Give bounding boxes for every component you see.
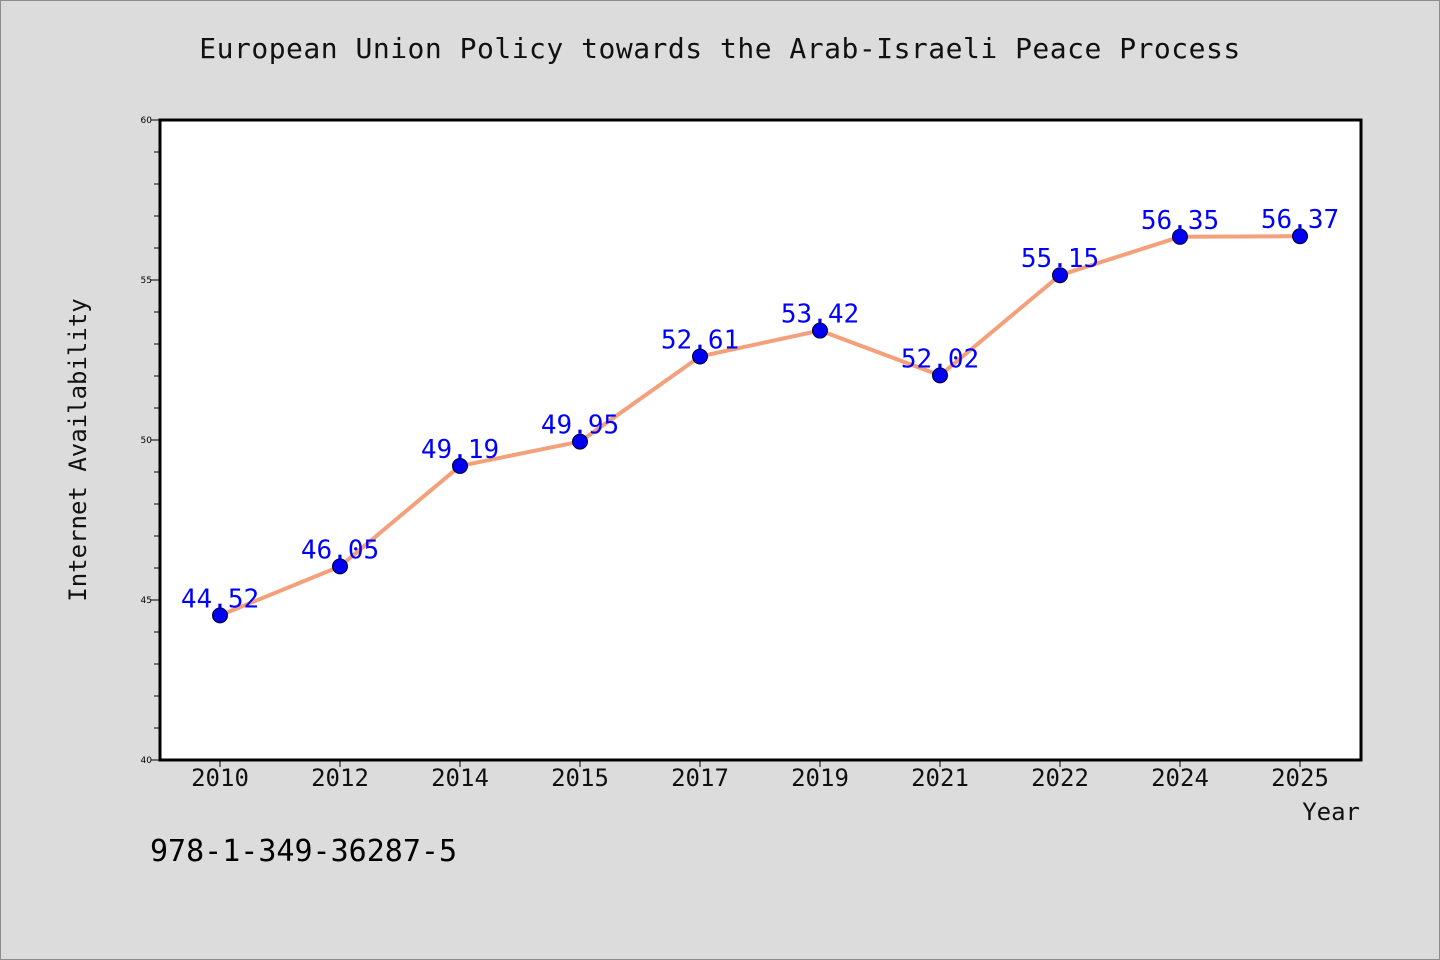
series-line [218, 234, 1302, 618]
data-point [1172, 228, 1188, 245]
x-tick-label: 2024 [1151, 764, 1209, 792]
x-tick-label: 2017 [671, 764, 729, 792]
y-tick-label: 60 [141, 116, 153, 126]
plot-area [158, 118, 1363, 762]
x-tick-label: 2014 [431, 764, 489, 792]
series-group: 44.52 46.05 49.19 49.95 52.61 53.42 52.02 55.15… [181, 205, 1339, 624]
x-tick-label: 2022 [1031, 764, 1089, 792]
x-tick-label: 2010 [191, 764, 249, 792]
x-axis: 2010 2012 2014 2015 2017 2019 2021 2022 2024 2025 [191, 760, 1329, 792]
y-axis-label: Internet Availability [64, 298, 92, 601]
data-label: 49.19 [421, 435, 499, 465]
y-tick-label: 40 [141, 756, 153, 766]
data-point [932, 367, 948, 384]
data-point [1052, 267, 1068, 284]
data-label: 56.35 [1141, 206, 1219, 236]
data-label: 52.02 [901, 344, 979, 374]
y-axis: 40 45 50 55 60 [141, 116, 160, 766]
data-label: 49.95 [541, 411, 619, 441]
data-label: 46.05 [301, 535, 379, 565]
data-label: 56.37 [1261, 205, 1339, 235]
data-label: 55.15 [1021, 244, 1099, 274]
data-point [692, 348, 708, 365]
y-tick-label: 50 [141, 436, 153, 446]
data-label: 44.52 [181, 584, 259, 614]
x-tick-label: 2019 [791, 764, 849, 792]
x-tick-label: 2025 [1271, 764, 1329, 792]
data-point [452, 457, 468, 474]
data-label: 53.42 [781, 300, 859, 330]
y-tick-label: 45 [141, 596, 152, 606]
x-tick-label: 2012 [311, 764, 369, 792]
x-tick-label: 2015 [551, 764, 609, 792]
data-point [332, 558, 348, 575]
data-point [572, 433, 588, 450]
data-label: 52.61 [661, 325, 739, 355]
data-point [212, 607, 228, 624]
data-point [1292, 228, 1308, 245]
y-tick-label: 55 [141, 276, 152, 286]
x-axis-label: Year [1302, 798, 1360, 826]
isbn-text: 978-1-349-36287-5 [150, 834, 458, 869]
data-point [812, 322, 828, 339]
x-tick-label: 2021 [911, 764, 969, 792]
chart-title: European Union Policy towards the Arab-I… [199, 32, 1241, 65]
